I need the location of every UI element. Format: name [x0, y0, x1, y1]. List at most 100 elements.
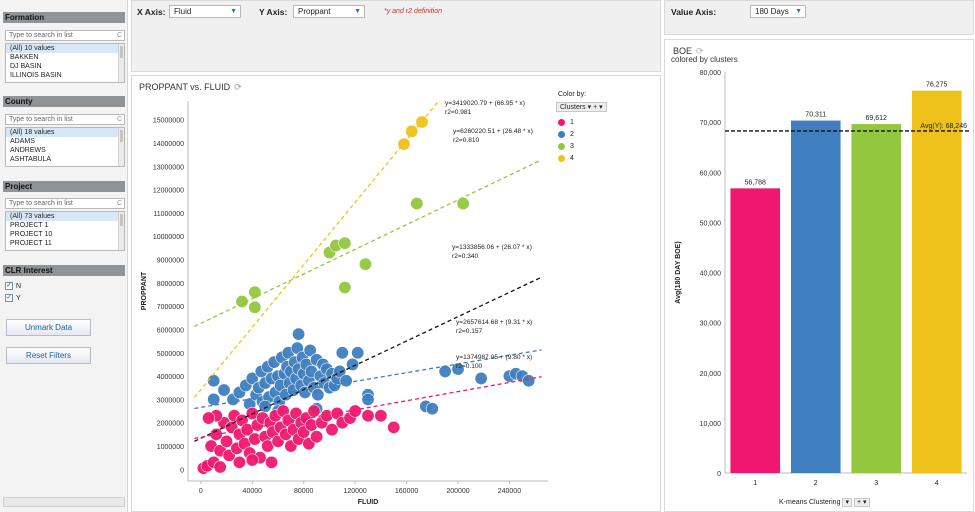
data-point: [220, 434, 234, 448]
axis-selector-bar: X Axis: Fluid ▼ Y Axis: Proppant ▼ *y an…: [131, 0, 661, 72]
data-point: [232, 455, 246, 469]
bar-3: [851, 124, 902, 473]
list-item[interactable]: BAKKEN: [10, 54, 39, 61]
x-tick-label: 2: [814, 480, 818, 487]
list-item[interactable]: (All) 10 values: [6, 44, 124, 53]
bar-value-label: 76,275: [926, 82, 948, 89]
bar-2: [790, 120, 841, 474]
clear-search-icon[interactable]: C: [116, 200, 122, 207]
list-scrollbar[interactable]: [118, 44, 124, 82]
data-point: [248, 300, 262, 314]
refresh-icon[interactable]: ⟳: [696, 46, 704, 56]
data-point: [335, 346, 349, 360]
x-tick-label: 240000: [498, 488, 521, 495]
reset-filters-button[interactable]: Reset Filters: [6, 347, 91, 364]
clr-option-y[interactable]: ✓ Y: [5, 294, 21, 304]
series-3: [235, 197, 470, 314]
y-tick-label: 3000000: [157, 397, 184, 404]
legend-label: 1: [570, 119, 574, 126]
list-item[interactable]: ANDREWS: [10, 147, 46, 154]
x-tick-label: 160000: [395, 488, 418, 495]
bar-subtitle: colored by clusters: [671, 55, 738, 64]
clr-option-n[interactable]: ✓ N: [5, 282, 21, 292]
refresh-icon[interactable]: ⟳: [234, 82, 242, 92]
y-tick-label: 2000000: [157, 421, 184, 428]
checkbox-checked-icon[interactable]: ✓: [5, 294, 13, 303]
data-point: [348, 404, 362, 418]
unmark-data-button[interactable]: Unmark Data: [6, 319, 91, 336]
data-point: [358, 257, 372, 271]
color-by-dropdown[interactable]: Clusters ▾ + ▾: [556, 102, 607, 112]
bar-chart[interactable]: 0 10,000 20,000 30,000 40,000 50,000 60,000 70,…: [665, 40, 975, 512]
x-tick-label: 3: [874, 480, 878, 487]
bar-value-label: 70,311: [805, 112, 826, 119]
list-item[interactable]: (All) 73 values: [6, 212, 124, 221]
data-point: [245, 453, 259, 467]
data-point: [207, 392, 221, 406]
y-tick-label: 15000000: [153, 118, 184, 125]
legend-item-4[interactable]: 4: [558, 154, 574, 164]
r2-label: r2=0.810: [453, 137, 480, 144]
r2-label: r2=0.340: [452, 253, 479, 260]
legend-item-2[interactable]: 2: [558, 130, 574, 140]
legend-dot: [558, 130, 565, 138]
list-item[interactable]: PROJECT 11: [10, 240, 52, 247]
list-item[interactable]: ASHTABULA: [10, 156, 52, 163]
y-axis-dropdown[interactable]: Proppant ▼: [293, 5, 365, 18]
x-axis-dropdown[interactable]: Fluid ▼: [169, 5, 241, 18]
project-search-input[interactable]: Type to search in list C: [5, 198, 125, 209]
scatter-plot[interactable]: 0100000020000003000000400000050000006000…: [132, 76, 662, 512]
formation-header: Formation: [3, 12, 125, 23]
color-by-label: Color by:: [558, 91, 587, 98]
formation-list[interactable]: (All) 10 values BAKKEN DJ BASIN ILLINOIS…: [5, 43, 125, 83]
data-point: [258, 399, 272, 413]
x-axis-control[interactable]: K-means Clustering ▾ + ▾: [777, 498, 870, 507]
legend-item-3[interactable]: 3: [558, 142, 574, 152]
scatter-title-row: PROPPANT vs. FLUID ⟳: [139, 82, 242, 93]
data-point: [405, 124, 419, 138]
add-icon[interactable]: + ▾: [853, 498, 870, 507]
list-item[interactable]: ADAMS: [10, 138, 35, 145]
clear-search-icon[interactable]: C: [116, 32, 122, 39]
list-scrollbar[interactable]: [118, 212, 124, 250]
bar-value-label: 69,612: [866, 115, 888, 122]
value-axis-dropdown[interactable]: 180 Days ▼: [750, 5, 806, 18]
x-tick-label: 4: [935, 480, 939, 487]
data-point: [456, 197, 470, 211]
x-axis-title: FLUID: [358, 499, 379, 506]
list-item[interactable]: DJ BASIN: [10, 63, 42, 70]
formation-search-input[interactable]: Type to search in list C: [5, 30, 125, 41]
checkbox-checked-icon[interactable]: ✓: [5, 282, 13, 291]
data-point: [438, 364, 452, 378]
r2-label: r2=0.100: [456, 363, 483, 370]
scatter-title: PROPPANT vs. FLUID: [139, 82, 231, 92]
x-tick-label: 200000: [446, 488, 469, 495]
list-scrollbar[interactable]: [118, 128, 124, 166]
county-search-placeholder: Type to search in list: [9, 116, 73, 123]
horizontal-scrollbar[interactable]: [3, 497, 125, 507]
data-point: [451, 362, 465, 376]
list-item[interactable]: PROJECT 10: [10, 231, 53, 238]
list-item[interactable]: PROJECT 1: [10, 222, 49, 229]
dropdown-arrow-icon[interactable]: ▾: [842, 498, 852, 507]
legend-item-1[interactable]: 1: [558, 118, 574, 128]
x-tick-label: 80000: [294, 488, 314, 495]
y-tick-label: 7000000: [157, 304, 184, 311]
clear-search-icon[interactable]: C: [116, 116, 122, 123]
data-point: [307, 404, 321, 418]
list-item[interactable]: ILLINOIS BASIN: [10, 72, 62, 79]
equation-label: y=3419020.79 + (66.95 * x): [445, 100, 525, 107]
project-list[interactable]: (All) 73 values PROJECT 1 PROJECT 10 PRO…: [5, 211, 125, 251]
data-point: [351, 346, 365, 360]
trendline-all: [194, 276, 542, 442]
legend-dot: [558, 118, 565, 126]
data-point: [213, 460, 227, 474]
list-item[interactable]: (All) 18 values: [6, 128, 124, 137]
definition-note[interactable]: *y and r2 definition: [384, 8, 442, 15]
y-tick-label: 0: [180, 467, 184, 474]
dropdown-arrow-icon: ▼: [795, 8, 802, 15]
legend-label: 4: [570, 155, 574, 162]
county-search-input[interactable]: Type to search in list C: [5, 114, 125, 125]
county-list[interactable]: (All) 18 values ADAMS ANDREWS ASHTABULA: [5, 127, 125, 167]
color-by-value: Clusters: [560, 104, 586, 111]
